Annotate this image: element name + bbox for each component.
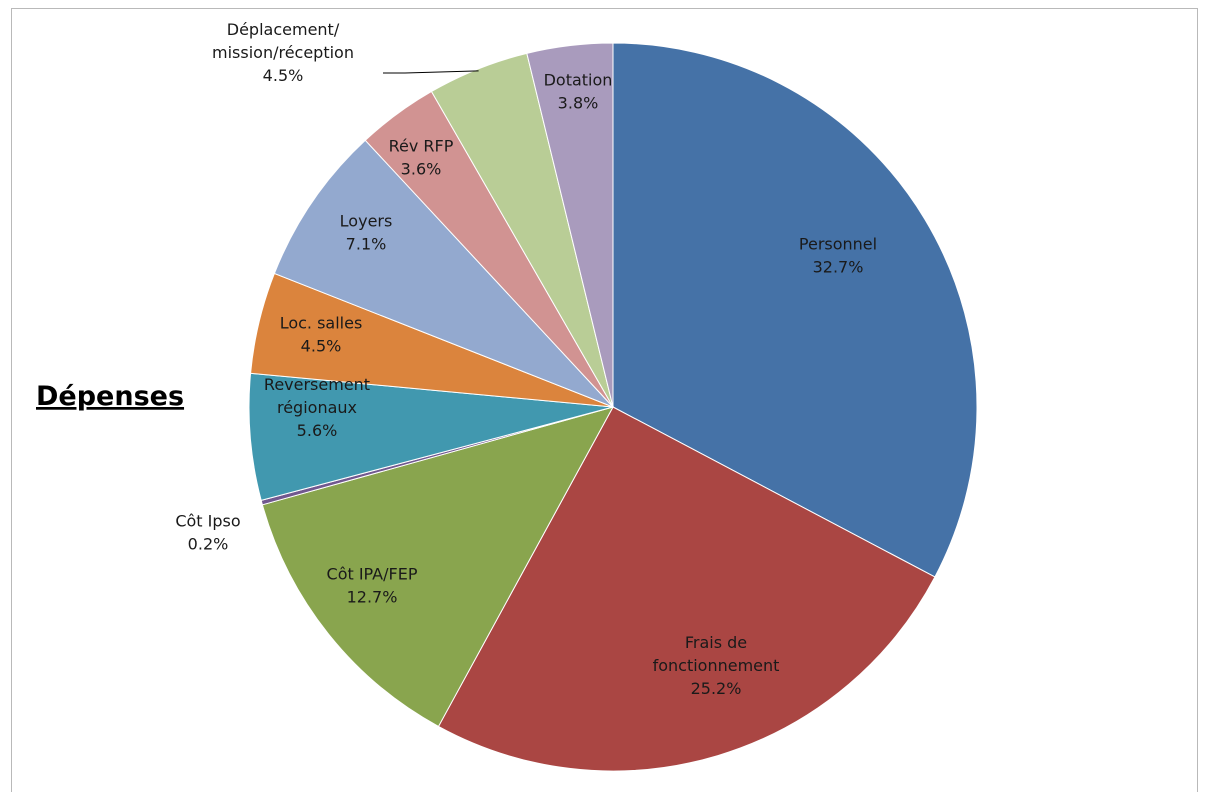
slice-label: Dotation 3.8% bbox=[544, 71, 613, 113]
leader-lines bbox=[383, 70, 479, 74]
pie-slice bbox=[248, 372, 614, 501]
slice-labels: Personnel 32.7% Frais de fonctionnement 25.2… bbox=[175, 20, 877, 698]
slice-value-label: 7.1% bbox=[346, 235, 387, 254]
slice-value-label: 3.8% bbox=[558, 94, 599, 113]
slice-name-label: Dotation bbox=[544, 71, 613, 90]
slice-value-label: 25.2% bbox=[691, 679, 742, 698]
pie-slices bbox=[248, 42, 978, 772]
pie-slice bbox=[612, 42, 978, 578]
slice-name-label: Reversement bbox=[264, 375, 370, 394]
slice-name-label: Loc. salles bbox=[280, 314, 363, 333]
slice-value-label: 32.7% bbox=[813, 258, 864, 277]
slice-value-label: 4.5% bbox=[301, 337, 342, 356]
pie-slice bbox=[526, 42, 614, 408]
slice-name-label: Côt IPA/FEP bbox=[327, 565, 418, 584]
slice-name-label: Frais de bbox=[685, 633, 747, 652]
slice-label: Côt IPA/FEP 12.7% bbox=[327, 565, 418, 607]
pie-slice bbox=[261, 406, 615, 728]
pie-slice bbox=[273, 139, 614, 408]
slice-value-label: 5.6% bbox=[297, 421, 338, 440]
slice-name-label: Loyers bbox=[340, 212, 393, 231]
slice-label: Frais de fonctionnement 25.2% bbox=[653, 633, 780, 698]
slice-name-label: fonctionnement bbox=[653, 656, 780, 675]
slice-value-label: 0.2% bbox=[188, 535, 229, 554]
chart-title: Dépenses bbox=[36, 381, 184, 412]
slice-label: Loyers 7.1% bbox=[340, 212, 393, 254]
slice-name-label: mission/réception bbox=[212, 43, 354, 62]
slice-label: Côt Ipso 0.2% bbox=[175, 512, 240, 554]
slice-label: Déplacement/mission/réception 4.5% bbox=[212, 20, 354, 85]
slice-name-label: Personnel bbox=[799, 235, 877, 254]
slice-label: Reversement régionaux 5.6% bbox=[264, 375, 370, 440]
slice-label: Rév RFP 3.6% bbox=[389, 137, 454, 179]
slice-name-label: Côt Ipso bbox=[175, 512, 240, 531]
slice-value-label: 12.7% bbox=[347, 588, 398, 607]
slice-name-label: Déplacement/ bbox=[227, 20, 340, 39]
slice-label: Loc. salles 4.5% bbox=[280, 314, 363, 356]
slice-value-label: 3.6% bbox=[401, 160, 442, 179]
pie-slice bbox=[437, 406, 936, 772]
slice-label: Personnel 32.7% bbox=[799, 235, 877, 277]
leader-line bbox=[383, 70, 479, 74]
slice-name-label: Rév RFP bbox=[389, 137, 454, 156]
slice-name-label: régionaux bbox=[277, 398, 357, 417]
slice-value-label: 4.5% bbox=[263, 66, 304, 85]
